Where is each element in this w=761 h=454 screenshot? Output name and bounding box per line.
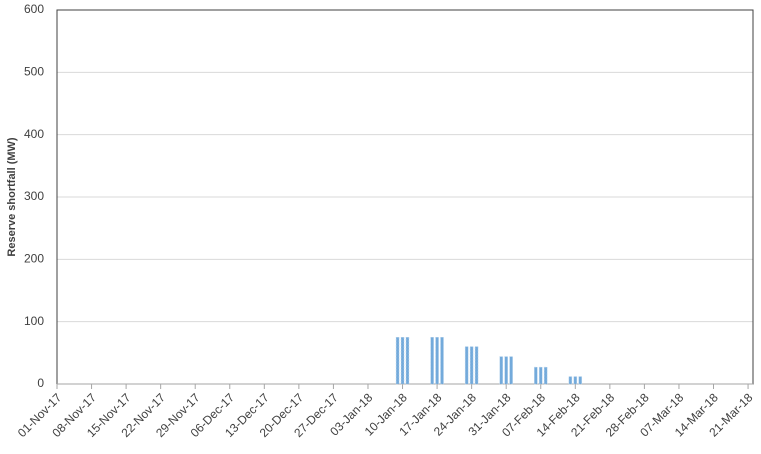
bar — [395, 336, 400, 385]
y-tick-label: 0 — [37, 376, 44, 390]
y-axis-label: Reserve shortfall (MW) — [6, 137, 18, 257]
bar — [578, 376, 583, 385]
bar — [464, 346, 469, 385]
bar — [573, 376, 578, 385]
bar — [538, 366, 543, 385]
bar — [405, 336, 410, 385]
bar — [543, 366, 548, 385]
bar — [400, 336, 405, 385]
y-tick-label: 500 — [24, 65, 44, 79]
bar — [568, 376, 573, 385]
y-tick-label: 300 — [24, 189, 44, 203]
bar — [504, 356, 508, 385]
y-tick-label: 200 — [24, 252, 44, 266]
bar — [534, 366, 538, 385]
y-tick-label: 600 — [24, 2, 44, 16]
bar — [499, 356, 504, 385]
y-tick-label: 100 — [24, 314, 44, 328]
bar — [509, 356, 513, 385]
bar — [440, 336, 444, 385]
y-tick-label: 400 — [24, 127, 44, 141]
bar — [430, 336, 434, 385]
bar — [474, 346, 479, 385]
bar — [469, 346, 474, 385]
bar — [435, 336, 439, 385]
